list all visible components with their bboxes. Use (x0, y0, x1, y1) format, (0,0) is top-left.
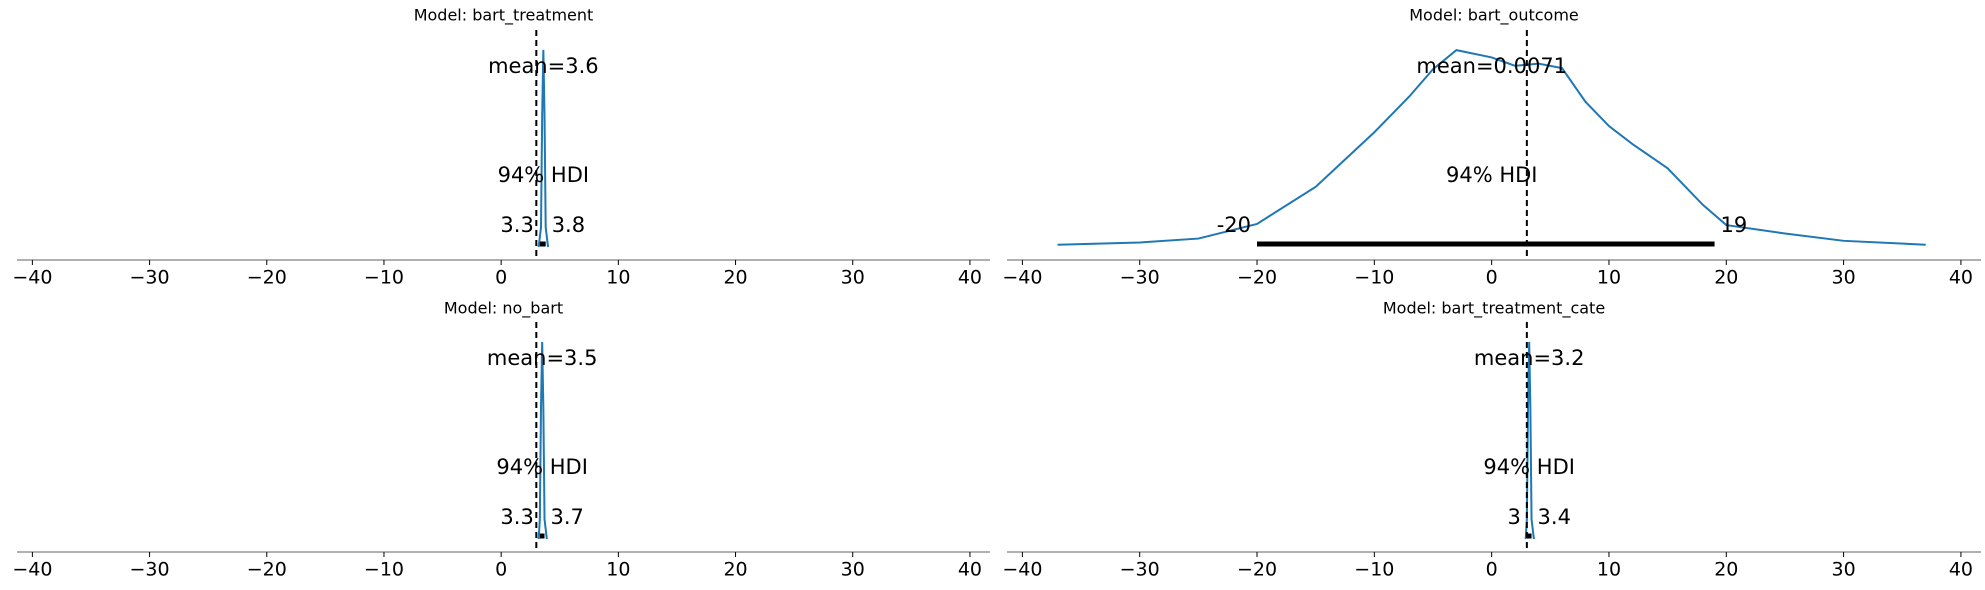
mean-label: mean=0.0071 (1416, 54, 1567, 78)
x-tick-label: 40 (958, 559, 982, 581)
density-line (1057, 49, 1926, 246)
x-tick-label: −10 (364, 267, 404, 289)
x-tick-label: −30 (130, 267, 170, 289)
x-tick-label: 20 (723, 559, 747, 581)
x-tick-label: 10 (606, 559, 630, 581)
x-tick-label: −10 (1354, 559, 1394, 581)
x-tick-label: −40 (1002, 559, 1042, 581)
hdi-high-label: 3.7 (551, 505, 584, 529)
x-tick-label: 30 (1832, 559, 1856, 581)
x-tick-label: 20 (1714, 559, 1738, 581)
x-tick-label: 0 (495, 267, 507, 289)
hdi-high-label: 3.4 (1538, 505, 1571, 529)
x-tick-label: −20 (1237, 559, 1277, 581)
x-tick-label: −40 (12, 559, 52, 581)
x-tick-label: −20 (1237, 267, 1277, 289)
x-tick-label: 10 (1597, 267, 1621, 289)
x-tick-label: 40 (1949, 267, 1973, 289)
panel-title: Model: bart_treatment_cate (1383, 299, 1605, 319)
mean-label: mean=3.5 (487, 346, 598, 370)
hdi-label: 94% HDI (498, 163, 590, 187)
x-tick-label: −40 (1002, 267, 1042, 289)
x-tick-label: 0 (1486, 559, 1498, 581)
x-tick-label: 30 (1832, 267, 1856, 289)
panel-title: Model: no_bart (444, 299, 563, 319)
hdi-low-label: -20 (1217, 213, 1251, 237)
x-tick-label: 30 (841, 559, 865, 581)
x-tick-label: −10 (364, 559, 404, 581)
mean-label: mean=3.6 (488, 54, 599, 78)
hdi-label: 94% HDI (496, 455, 588, 479)
hdi-high-label: 3.8 (552, 213, 585, 237)
x-tick-label: 10 (1597, 559, 1621, 581)
hdi-low-label: 3.3 (500, 213, 533, 237)
hdi-label: 94% HDI (1483, 455, 1575, 479)
hdi-high-label: 19 (1721, 213, 1748, 237)
x-tick-label: −20 (247, 267, 287, 289)
panel-title: Model: bart_treatment (414, 6, 594, 26)
mean-label: mean=3.2 (1474, 346, 1585, 370)
x-tick-label: 20 (1714, 267, 1738, 289)
x-tick-label: −30 (130, 559, 170, 581)
density-line (1524, 341, 1535, 540)
x-tick-label: −10 (1354, 267, 1394, 289)
x-tick-label: −40 (12, 267, 52, 289)
hdi-low-label: 3.3 (500, 505, 533, 529)
x-tick-label: 0 (495, 559, 507, 581)
x-tick-label: −30 (1120, 267, 1160, 289)
x-tick-label: 40 (958, 267, 982, 289)
x-tick-label: −20 (247, 559, 287, 581)
hdi-low-label: 3 (1507, 505, 1520, 529)
hdi-label: 94% HDI (1446, 163, 1538, 187)
x-tick-label: 30 (841, 267, 865, 289)
x-tick-label: 40 (1949, 559, 1973, 581)
panel-title: Model: bart_outcome (1409, 6, 1579, 26)
x-tick-label: −30 (1120, 559, 1160, 581)
x-tick-label: 0 (1486, 267, 1498, 289)
density-line (537, 49, 550, 248)
x-tick-label: 20 (723, 267, 747, 289)
density-line (537, 341, 548, 540)
x-tick-label: 10 (606, 267, 630, 289)
